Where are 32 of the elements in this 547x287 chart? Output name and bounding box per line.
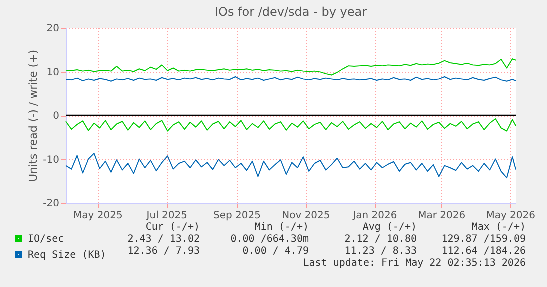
text: Max (-/+) bbox=[472, 222, 526, 233]
y-tick-label: 0 bbox=[53, 111, 60, 122]
y-tick-label: -10 bbox=[43, 154, 60, 166]
text: 12.36 / 7.93 bbox=[128, 246, 200, 257]
text: 129.87 /159.09 bbox=[442, 234, 526, 245]
line-series bbox=[66, 153, 516, 179]
x-tick-label: Mar 2026 bbox=[418, 210, 466, 222]
chart-title: IOs for /dev/sda - by year bbox=[214, 5, 368, 19]
text: 0.00 /664.30m bbox=[230, 234, 309, 245]
text: 11.23 / 8.33 bbox=[344, 246, 417, 257]
y-tick-label: 10 bbox=[46, 67, 60, 78]
line-series bbox=[66, 118, 516, 132]
y-tick-label: 20 bbox=[46, 24, 60, 34]
text: 112.64 /184.26 bbox=[442, 246, 526, 257]
legend-label: Req Size (KB) bbox=[28, 250, 106, 261]
y-axis-title: Units read (-) / write (+) bbox=[27, 50, 40, 182]
text: Min (-/+) bbox=[254, 222, 309, 233]
text: 2.43 / 13.02 bbox=[128, 234, 200, 245]
text: 2.12 / 10.80 bbox=[344, 234, 417, 245]
x-tick-label: May 2025 bbox=[74, 210, 123, 222]
x-tick-label: Jul 2025 bbox=[146, 210, 188, 222]
text: Last update: Fri May 22 02:35:13 2026 bbox=[303, 258, 526, 269]
x-tick-label: Nov 2025 bbox=[282, 210, 330, 222]
x-tick-label: May 2026 bbox=[486, 210, 536, 222]
x-tick-label: Sep 2025 bbox=[213, 210, 261, 222]
y-tick-label: -20 bbox=[43, 198, 60, 210]
text: Cur (-/+) bbox=[146, 222, 200, 233]
legend-label: IO/sec bbox=[28, 234, 64, 245]
text: Avg (-/+) bbox=[362, 222, 417, 233]
x-tick-label: Jan 2026 bbox=[352, 210, 398, 222]
line-series bbox=[66, 58, 516, 76]
text: 0.00 / 4.79 bbox=[242, 246, 309, 257]
